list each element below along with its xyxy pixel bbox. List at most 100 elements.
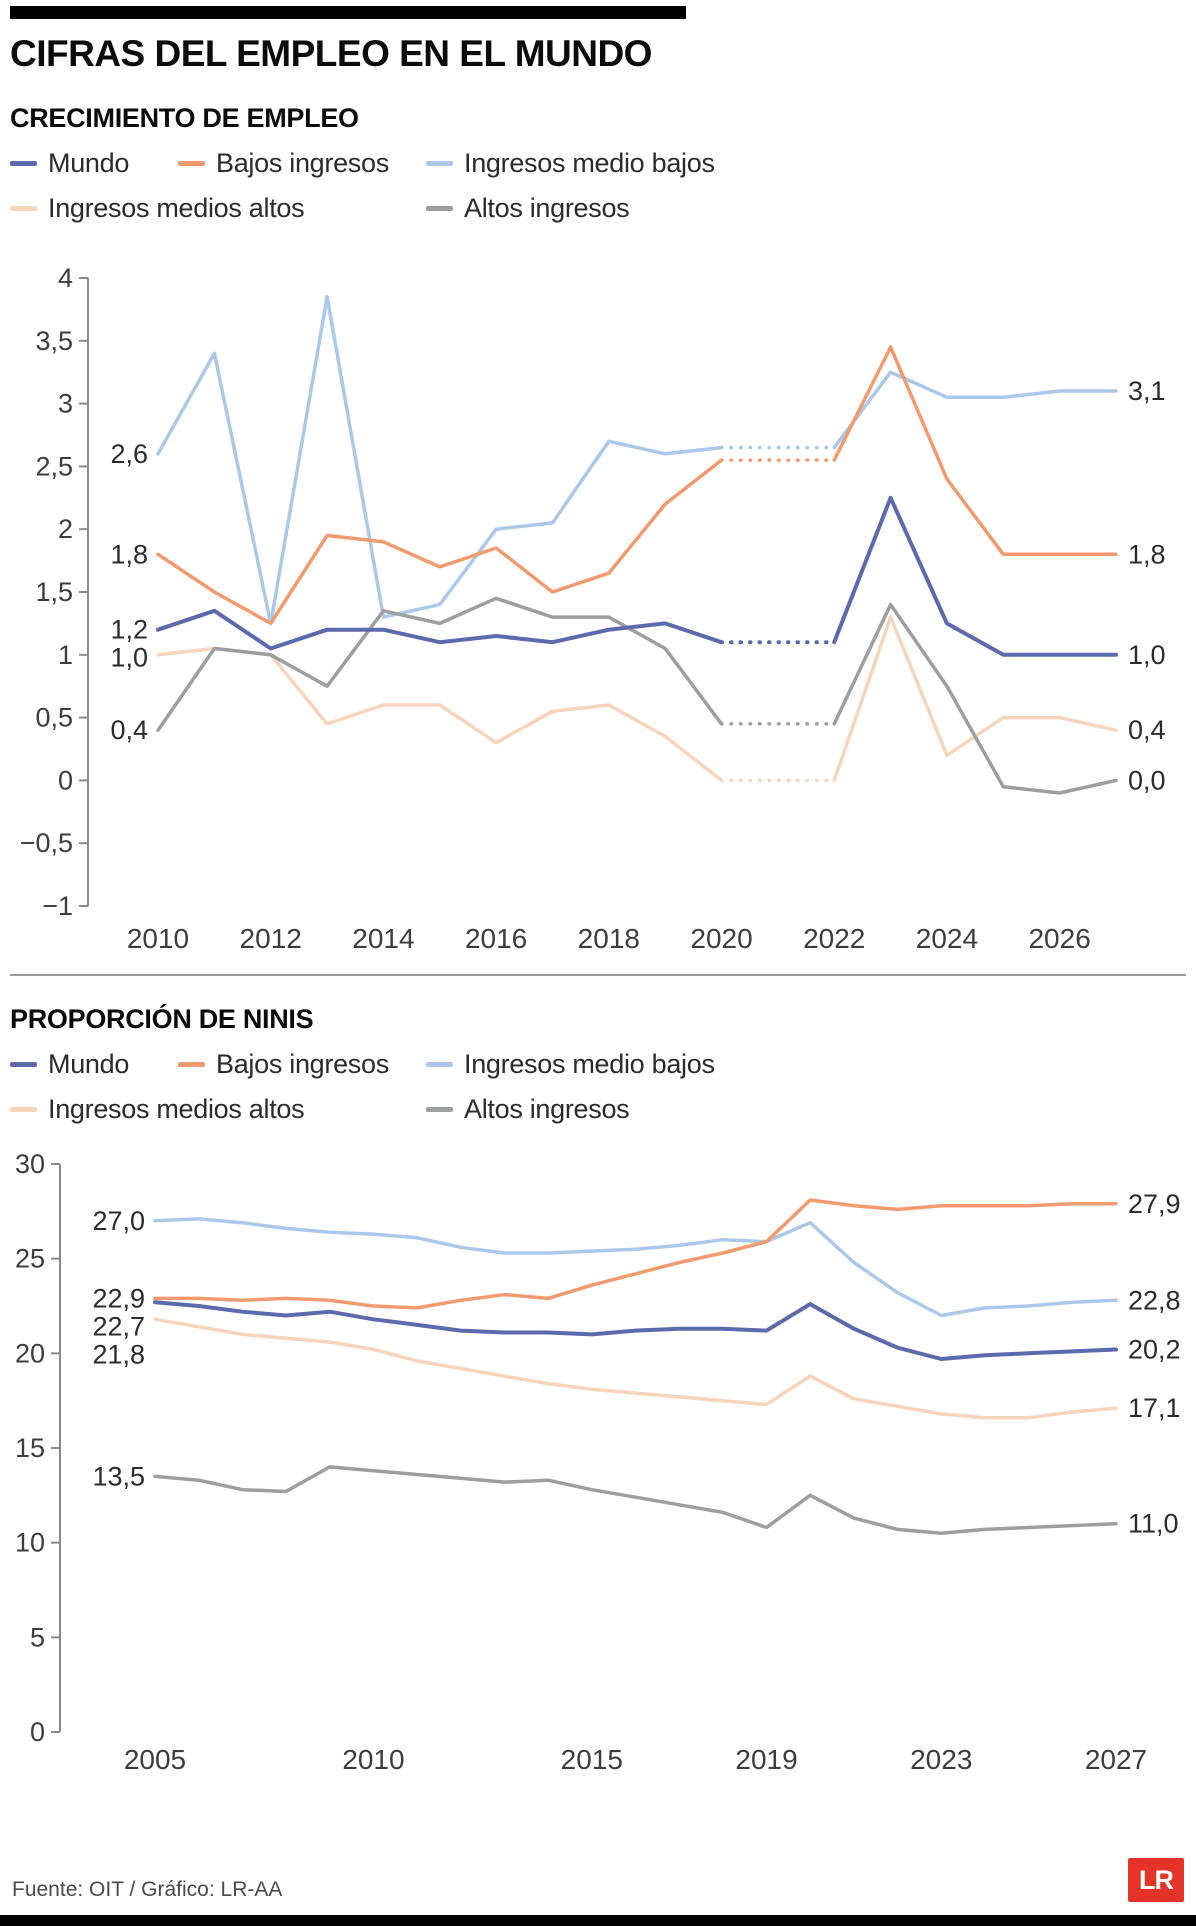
end-value-label-bajos-ingresos: 1,8 — [1128, 539, 1166, 569]
y-tick-label: 0,5 — [35, 703, 73, 733]
lr-logo: LR — [1128, 1858, 1184, 1902]
end-value-label-ingresos-medios-altos: 17,1 — [1128, 1393, 1181, 1423]
x-tick-label: 2020 — [690, 923, 752, 954]
end-value-label-ingresos-medio-bajos: 3,1 — [1128, 376, 1166, 406]
y-tick-label: 3,5 — [35, 326, 73, 356]
legend-swatch-mundo — [10, 1062, 37, 1067]
legend-row: Mundo Bajos ingresos Ingresos medio bajos — [10, 148, 1186, 179]
legend-swatch-altos-ingresos — [426, 206, 453, 211]
start-value-label-altos-ingresos: 0,4 — [110, 715, 148, 745]
page-title: CIFRAS DEL EMPLEO EN EL MUNDO — [10, 33, 652, 74]
x-tick-label: 2005 — [124, 1744, 186, 1775]
end-value-label-ingresos-medios-altos: 0,4 — [1128, 715, 1166, 745]
end-value-label-mundo: 20,2 — [1128, 1335, 1181, 1365]
y-tick-label: 20 — [15, 1338, 45, 1368]
y-tick-label: 0 — [30, 1717, 45, 1747]
y-tick-label: 15 — [15, 1433, 45, 1463]
y-tick-label: 30 — [15, 1149, 45, 1179]
legend-label: Ingresos medio bajos — [464, 148, 715, 178]
x-tick-label: 2012 — [240, 923, 302, 954]
start-value-label-mundo: 22,7 — [92, 1311, 145, 1341]
x-tick-label: 2010 — [342, 1744, 404, 1775]
end-value-label-altos-ingresos: 11,0 — [1128, 1509, 1179, 1539]
series-line-ingresos-medio-bajos — [156, 295, 724, 626]
end-value-label-altos-ingresos: 0,0 — [1128, 765, 1166, 795]
x-tick-label: 2010 — [127, 923, 189, 954]
legend-label: Bajos ingresos — [216, 1049, 389, 1079]
x-tick-label: 2018 — [578, 923, 640, 954]
x-tick-label: 2024 — [916, 923, 978, 954]
end-value-label-ingresos-medio-bajos: 22,8 — [1128, 1285, 1181, 1315]
series-line-mundo — [832, 495, 1118, 657]
x-tick-label: 2023 — [910, 1744, 972, 1775]
x-tick-label: 2015 — [561, 1744, 623, 1775]
legend-item-altos-ingresos: Altos ingresos — [426, 1094, 630, 1125]
y-tick-label: 3 — [58, 389, 73, 419]
legend-row: Ingresos medios altos Altos ingresos — [10, 1094, 1186, 1125]
legend-item-bajos-ingresos: Bajos ingresos — [178, 148, 426, 179]
y-tick-label: 4 — [58, 263, 73, 293]
y-tick-label: 10 — [15, 1528, 45, 1558]
series-line-altos-ingresos — [156, 596, 724, 732]
start-value-label-bajos-ingresos: 22,9 — [92, 1283, 145, 1313]
legend-item-ingresos-medios-altos: Ingresos medios altos — [10, 1094, 426, 1125]
series-line-ingresos-medios-altos — [153, 1317, 1118, 1420]
series-line-mundo — [153, 1300, 1118, 1361]
series-line-bajos-ingresos — [153, 1198, 1118, 1310]
x-tick-label: 2022 — [803, 923, 865, 954]
section-title-employment-growth: CRECIMIENTO DE EMPLEO — [10, 103, 359, 133]
legend-swatch-ingresos-medios-altos — [10, 1107, 37, 1112]
legend-employment-growth: Mundo Bajos ingresos Ingresos medio bajos I… — [10, 148, 1186, 224]
start-value-label-bajos-ingresos: 1,8 — [110, 539, 148, 569]
legend-row: Ingresos medios altos Altos ingresos — [10, 193, 1186, 224]
series-line-ingresos-medio-bajos — [153, 1217, 1118, 1318]
legend-item-altos-ingresos: Altos ingresos — [426, 193, 630, 224]
legend-item-mundo: Mundo — [10, 1049, 178, 1080]
legend-item-mundo: Mundo — [10, 148, 178, 179]
legend-row: Mundo Bajos ingresos Ingresos medio bajos — [10, 1049, 1186, 1080]
start-value-label-ingresos-medios-altos: 1,0 — [110, 643, 148, 673]
legend-swatch-bajos-ingresos — [178, 161, 205, 166]
series-line-bajos-ingresos — [832, 345, 1118, 557]
series-line-ingresos-medios-altos — [156, 646, 724, 783]
source-credit: Fuente: OIT / Gráfico: LR-AA — [12, 1878, 283, 1901]
section-divider — [10, 974, 1186, 976]
employment-growth-chart: 4 3,5 3 2,5 2 1,5 1 0,5 0 −0,5 −1 2010 2012 2014 2016 2… — [20, 263, 1166, 954]
legend-item-ingresos-medios-altos: Ingresos medios altos — [10, 193, 426, 224]
series-line-altos-ingresos — [153, 1465, 1118, 1535]
legend-swatch-mundo — [10, 161, 37, 166]
series-line-ingresos-medios-altos — [832, 615, 1118, 783]
legend-swatch-ingresos-medios-altos — [10, 206, 37, 211]
legend-label: Ingresos medios altos — [48, 1094, 305, 1124]
legend-neet-proportion: Mundo Bajos ingresos Ingresos medio bajos I… — [10, 1049, 1186, 1125]
y-tick-label: 0 — [58, 765, 73, 795]
legend-item-ingresos-medio-bajos: Ingresos medio bajos — [426, 1049, 715, 1080]
start-value-label-mundo: 1,2 — [110, 615, 148, 645]
legend-label: Ingresos medio bajos — [464, 1049, 715, 1079]
legend-label: Altos ingresos — [464, 193, 630, 223]
legend-item-ingresos-medio-bajos: Ingresos medio bajos — [426, 148, 715, 179]
y-tick-label: 5 — [30, 1622, 45, 1652]
legend-label: Altos ingresos — [464, 1094, 630, 1124]
x-tick-label: 2016 — [465, 923, 527, 954]
y-tick-label: 2 — [58, 514, 73, 544]
end-value-label-bajos-ingresos: 27,9 — [1128, 1189, 1181, 1219]
y-tick-label: −0,5 — [20, 828, 73, 858]
x-tick-label: 2019 — [735, 1744, 797, 1775]
y-tick-label: 25 — [15, 1244, 45, 1274]
start-value-label-ingresos-medio-bajos: 2,6 — [110, 439, 148, 469]
legend-item-bajos-ingresos: Bajos ingresos — [178, 1049, 426, 1080]
y-tick-label: 1,5 — [35, 577, 73, 607]
legend-label: Mundo — [48, 148, 130, 178]
end-value-label-mundo: 1,0 — [1128, 640, 1166, 670]
series-line-mundo — [156, 608, 724, 651]
legend-swatch-ingresos-medio-bajos — [426, 161, 453, 166]
series-line-ingresos-medio-bajos — [832, 370, 1118, 450]
y-tick-label: −1 — [42, 891, 73, 921]
start-value-label-altos-ingresos: 13,5 — [92, 1461, 145, 1491]
bottom-accent-bar — [0, 1915, 1196, 1926]
y-tick-label: 1 — [58, 640, 73, 670]
x-tick-label: 2026 — [1028, 923, 1090, 954]
series-line-bajos-ingresos — [156, 458, 724, 626]
